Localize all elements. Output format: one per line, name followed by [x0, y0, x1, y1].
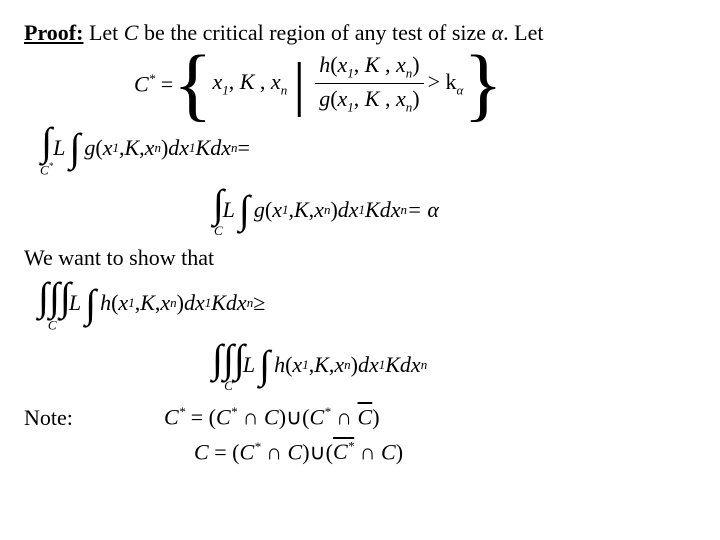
eq-sign: = — [155, 71, 173, 96]
h3: h — [274, 352, 285, 378]
hK2: K — [140, 290, 155, 316]
gt-kalpha: > kα — [428, 69, 464, 98]
int-c: ∫C — [214, 180, 223, 239]
hxn: x — [396, 52, 406, 77]
L1: L — [53, 135, 65, 161]
L2: L — [223, 197, 235, 223]
g2: g — [84, 135, 95, 161]
int2: ∫ — [71, 124, 78, 171]
right-brace: } — [463, 53, 502, 115]
dxn: dx — [210, 135, 231, 161]
s1c4: C — [309, 405, 324, 430]
h3x1: x — [292, 352, 302, 378]
s2c3: C — [288, 439, 303, 464]
Lh1: L — [69, 290, 81, 316]
s1eq: = — [185, 405, 208, 430]
s2c: C — [194, 439, 209, 464]
dxnb: dx — [380, 197, 401, 223]
inth4: ∫ — [261, 341, 268, 388]
cstar-definition: C* = { x1, K , xn | h(x1, K , xn) g(x1, … — [134, 52, 696, 116]
dx1b: dx — [338, 197, 359, 223]
K1: K — [240, 69, 255, 94]
gxnb: x — [145, 135, 155, 161]
gk: K — [365, 86, 380, 111]
K4: K — [365, 197, 380, 223]
g3xn: x — [314, 197, 324, 223]
end-text: . Let — [503, 20, 543, 45]
h: h — [319, 52, 330, 77]
integral-g-c: ∫C L ∫ g(x1, K , xn)dx1K dxn = α — [214, 180, 696, 239]
s2cup: ∪ — [310, 439, 326, 464]
divider-bar: | — [293, 54, 305, 114]
gt: > k — [428, 69, 457, 94]
s2cap2: ∩ — [360, 439, 376, 464]
g3K: K — [294, 197, 309, 223]
h2: h — [100, 290, 111, 316]
set-eq-2: C = (C* ∩ C)∪(C* ∩ C) — [194, 439, 696, 465]
kalpha-sub: α — [457, 83, 464, 98]
s2cbar: C — [333, 439, 348, 464]
xn: x — [271, 69, 281, 94]
trip-int-cstar: ∫∫∫C* — [40, 273, 69, 333]
s2cap: ∩ — [266, 439, 282, 464]
s2c4: C — [381, 439, 396, 464]
s1cap: ∩ — [243, 405, 259, 430]
gx1b: x — [103, 135, 113, 161]
hdx1: dx — [184, 290, 205, 316]
x1: x — [212, 69, 222, 94]
hdxn: dx — [226, 290, 247, 316]
int4: ∫ — [241, 186, 248, 233]
hdx1b: dx — [358, 352, 379, 378]
integral-h-c: ∫∫∫C L ∫ h(x1, K , xn)dx1K dxn — [214, 335, 696, 394]
gx1: x — [338, 86, 348, 111]
hK4: K — [385, 352, 400, 378]
s2c2: C — [239, 439, 254, 464]
s1cap2: ∩ — [336, 405, 352, 430]
s2eq: = — [209, 439, 232, 464]
cstar-C: C — [134, 71, 149, 96]
hK3: K — [211, 290, 226, 316]
hx1: x — [338, 52, 348, 77]
h3K: K — [314, 352, 329, 378]
var-C: C — [124, 20, 139, 45]
proof-label: Proof: — [24, 20, 83, 45]
s1c3: C — [264, 405, 279, 430]
set-eq-1: C* = (C* ∩ C)∪(C* ∩ C) — [164, 404, 380, 430]
s1c: C — [164, 405, 179, 430]
note-row: Note: C* = (C* ∩ C)∪(C* ∩ C) — [24, 404, 696, 430]
hk: K — [365, 52, 380, 77]
s1cup: ∪ — [286, 405, 302, 430]
gK2: K — [124, 135, 139, 161]
hx1c: x — [118, 290, 128, 316]
want-to-show: We want to show that — [24, 245, 696, 271]
g3x1: x — [272, 197, 282, 223]
s1c2: C — [216, 405, 231, 430]
gxn: x — [396, 86, 406, 111]
geq: ≥ — [253, 290, 265, 316]
eq-alpha: = α — [407, 197, 439, 223]
proof-intro-line: Proof: Let C be the critical region of a… — [24, 20, 696, 46]
K3: K — [196, 135, 211, 161]
note-label: Note: — [24, 405, 164, 431]
h3xn: x — [334, 352, 344, 378]
trip-int-c: ∫∫∫C — [214, 335, 243, 394]
inth2: ∫ — [87, 280, 94, 327]
g: g — [319, 86, 330, 111]
hxnc: x — [160, 290, 170, 316]
hdxnb: dx — [400, 352, 421, 378]
dx1: dx — [168, 135, 189, 161]
eq2: = — [237, 135, 249, 161]
ratio-frac: h(x1, K , xn) g(x1, K , xn) — [315, 52, 423, 116]
int-cstar: ∫C* — [40, 118, 53, 178]
s1cbar: C — [358, 405, 373, 430]
let-text: Let — [83, 20, 123, 45]
tuple: x1, K , xn — [212, 69, 287, 98]
left-brace: { — [173, 53, 212, 115]
g3: g — [254, 197, 265, 223]
integral-g-cstar: ∫C* L ∫ g(x1, K , xn)dx1K dxn = — [40, 118, 696, 178]
Lh2: L — [243, 352, 255, 378]
integral-h-cstar: ∫∫∫C* L ∫ h(x1, K , xn)dx1K dxn ≥ — [40, 273, 696, 333]
